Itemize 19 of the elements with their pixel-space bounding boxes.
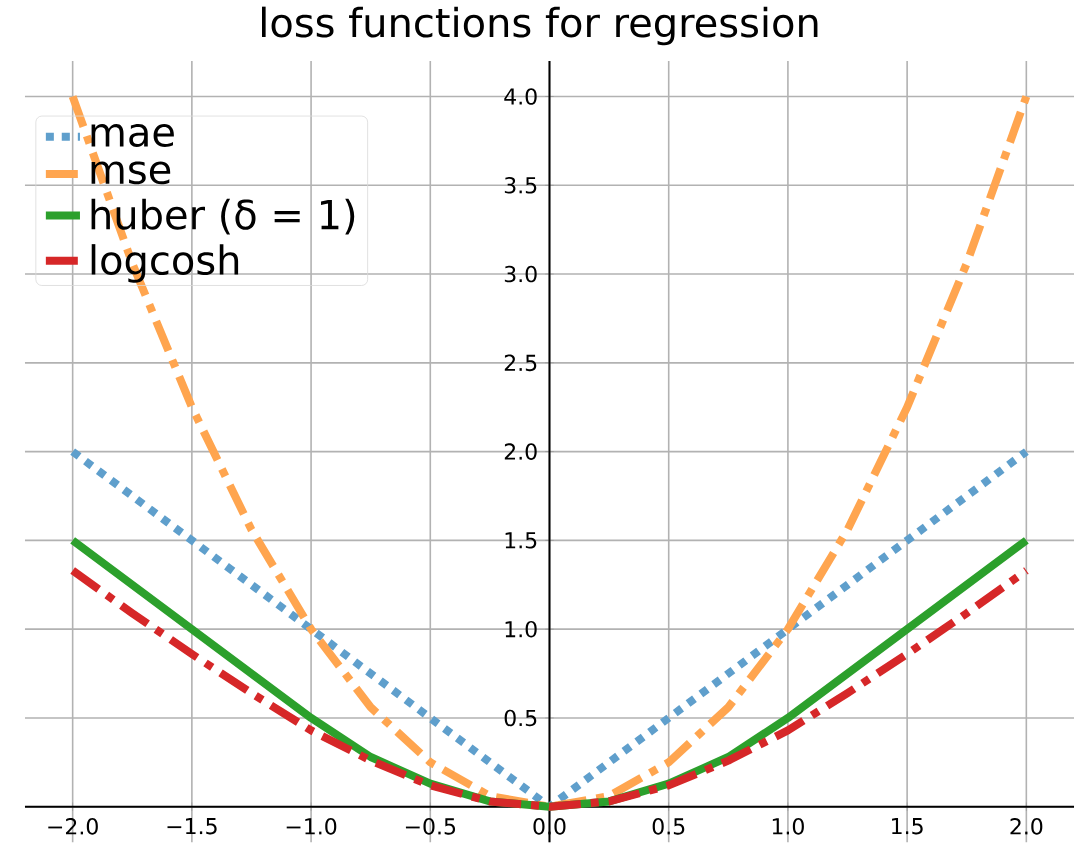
chart-title: loss functions for regression <box>262 6 818 46</box>
y-tick-label: 0.5 <box>504 709 537 727</box>
y-tick-label: 3.5 <box>504 176 537 194</box>
x-tick-label: −0.5 <box>405 817 456 835</box>
x-tick-label: −2.0 <box>48 817 98 835</box>
y-tick-label: 1.0 <box>505 620 537 638</box>
y-tick-label: 4.0 <box>504 88 537 105</box>
x-tick-label: 2.0 <box>1010 817 1043 835</box>
y-tick-label: 2.0 <box>504 443 537 460</box>
legend-label: logcosh <box>91 244 239 283</box>
y-tick-label: 3.0 <box>504 265 537 283</box>
x-tick-label: −1.0 <box>286 817 337 835</box>
x-tick-label: 1.0 <box>772 817 804 835</box>
y-tick-label: 2.5 <box>504 354 537 372</box>
x-tick-label: −1.5 <box>167 817 217 835</box>
x-tick-label: 1.5 <box>892 817 923 835</box>
y-tick-label: 1.5 <box>505 532 537 549</box>
legend-label: mae <box>91 123 174 147</box>
x-tick-label: 0.5 <box>652 817 685 835</box>
